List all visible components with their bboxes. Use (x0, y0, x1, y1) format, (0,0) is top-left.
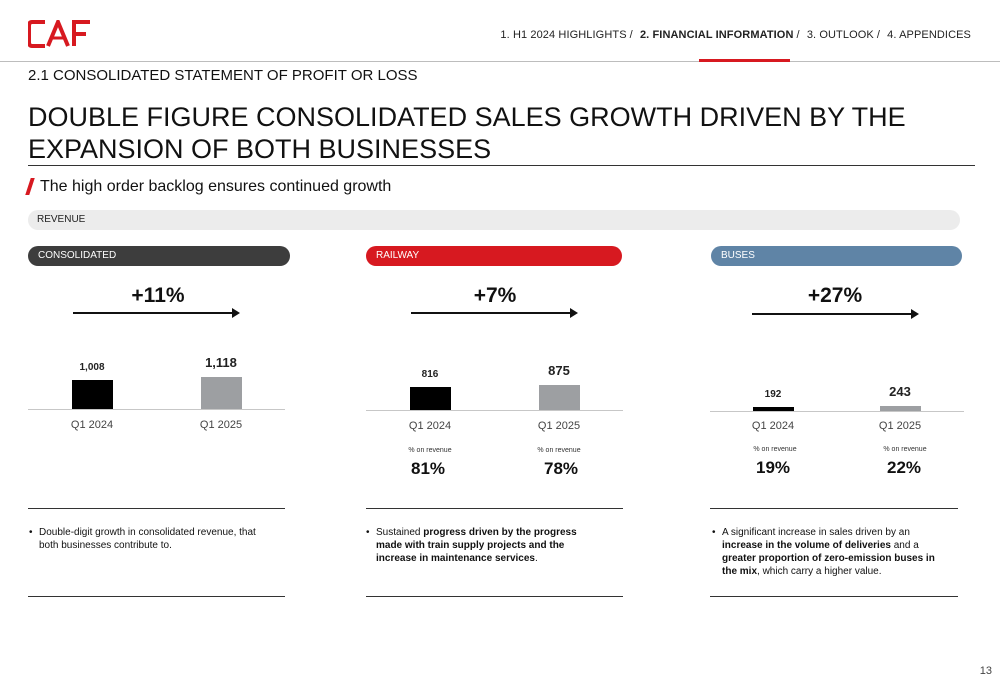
nav-item-highlights[interactable]: 1. H1 2024 HIGHLIGHTS (500, 29, 627, 41)
bar-buses-q1-2025 (880, 406, 921, 411)
nav-item-outlook[interactable]: 3. OUTLOOK (806, 29, 874, 41)
page-number: 13 (979, 665, 992, 677)
pct-on-revenue-label: % on revenue (537, 447, 581, 454)
data-label-buses-q1-2025: 243 (889, 384, 911, 399)
pct-on-revenue-label: % on revenue (883, 446, 927, 453)
bullet-bold-text: increase in the volume of deliveries (722, 540, 891, 551)
segment-label-railway: RAILWAY (376, 250, 420, 261)
nav-item-financial-information[interactable]: 2. FINANCIAL INFORMATION (639, 29, 794, 41)
bullet-bold-text: progress driven by the progress made wit… (376, 527, 577, 564)
segment-pill-railway: RAILWAY (366, 246, 622, 266)
pct-on-revenue-label: % on revenue (408, 447, 452, 454)
bullet-bold-text: greater proportion of zero-emission buse… (722, 553, 935, 577)
pct-railway-q1-2024: 81% (410, 459, 446, 478)
caf-logo (28, 20, 90, 48)
commentary-rule (710, 596, 958, 597)
growth-arrow-icon (411, 308, 578, 318)
headline-divider (28, 165, 975, 166)
bar-railway-q1-2025 (539, 385, 580, 410)
bullet-railway: Sustained progress driven by the progres… (366, 526, 601, 565)
commentary-rule (28, 596, 285, 597)
bullet-text: , which carry a higher value. (757, 566, 882, 577)
nav-item-appendices[interactable]: 4. APPENDICES (887, 29, 971, 41)
pct-buses-q1-2024: 19% (755, 458, 791, 477)
segment-label-consolidated: CONSOLIDATED (38, 250, 117, 261)
data-label-consolidated-q1-2024: 1,008 (79, 362, 105, 373)
pct-on-revenue-label: % on revenue (753, 446, 797, 453)
bullet-text: . (534, 553, 538, 564)
segment-label-buses: BUSES (721, 250, 755, 261)
growth-railway: +7% (473, 284, 517, 307)
nav-separator: / (796, 29, 800, 41)
revenue-label: REVENUE (37, 214, 86, 225)
subtitle: The high order backlog ensures continued… (40, 178, 392, 195)
bullet-buses: A significant increase in sales driven b… (712, 526, 950, 578)
chart-baseline (366, 410, 623, 411)
chart-baseline (710, 411, 964, 412)
growth-buses: +27% (807, 284, 863, 307)
page-headline: DOUBLE FIGURE CONSOLIDATED SALES GROWTH … (28, 102, 906, 164)
accent-slash-icon (25, 178, 35, 195)
bullet-text: and a (890, 540, 919, 551)
bullet-text: Double-digit growth in consolidated reve… (39, 527, 256, 551)
bullet-text: A significant increase in sales driven b… (722, 527, 910, 538)
growth-arrow-icon (73, 308, 240, 318)
data-label-railway-q1-2025: 875 (548, 363, 570, 378)
data-label-railway-q1-2024: 816 (421, 369, 439, 380)
revenue-bar (28, 210, 960, 230)
nav-separator: / (876, 29, 880, 41)
pct-railway-q1-2025: 78% (543, 459, 579, 478)
commentary-rule (366, 508, 623, 509)
bar-railway-q1-2024 (410, 387, 451, 410)
pct-buses-q1-2025: 22% (886, 458, 922, 477)
chart-baseline (28, 409, 285, 410)
commentary-rule (366, 596, 623, 597)
growth-consolidated: +11% (131, 284, 185, 307)
bar-consolidated-q1-2024 (72, 380, 113, 409)
data-label-consolidated-q1-2025: 1,118 (205, 355, 237, 370)
growth-arrow-icon (752, 309, 919, 319)
nav-separator: / (629, 29, 633, 41)
header-divider (0, 61, 1000, 62)
data-label-buses-q1-2024: 192 (764, 389, 782, 400)
tick-label-q1-2024: Q1 2024 (408, 420, 452, 432)
segment-pill-buses: BUSES (711, 246, 962, 266)
tick-label-q1-2025: Q1 2025 (537, 420, 581, 432)
bar-buses-q1-2024 (753, 407, 794, 411)
commentary-rule (710, 508, 958, 509)
tick-label-q1-2024: Q1 2024 (751, 420, 795, 432)
tick-label-q1-2024: Q1 2024 (70, 419, 114, 431)
bullet-text: Sustained (376, 527, 424, 538)
segment-pill-consolidated: CONSOLIDATED (28, 246, 290, 266)
active-nav-indicator (699, 59, 790, 62)
bar-consolidated-q1-2025 (201, 377, 242, 409)
section-title: 2.1 CONSOLIDATED STATEMENT OF PROFIT OR … (28, 67, 418, 84)
top-navigation: 1. H1 2024 HIGHLIGHTS/ 2. FINANCIAL INFO… (500, 29, 971, 41)
tick-label-q1-2025: Q1 2025 (878, 420, 922, 432)
commentary-rule (28, 508, 285, 509)
bullet-consolidated: Double-digit growth in consolidated reve… (29, 526, 264, 552)
tick-label-q1-2025: Q1 2025 (199, 419, 243, 431)
